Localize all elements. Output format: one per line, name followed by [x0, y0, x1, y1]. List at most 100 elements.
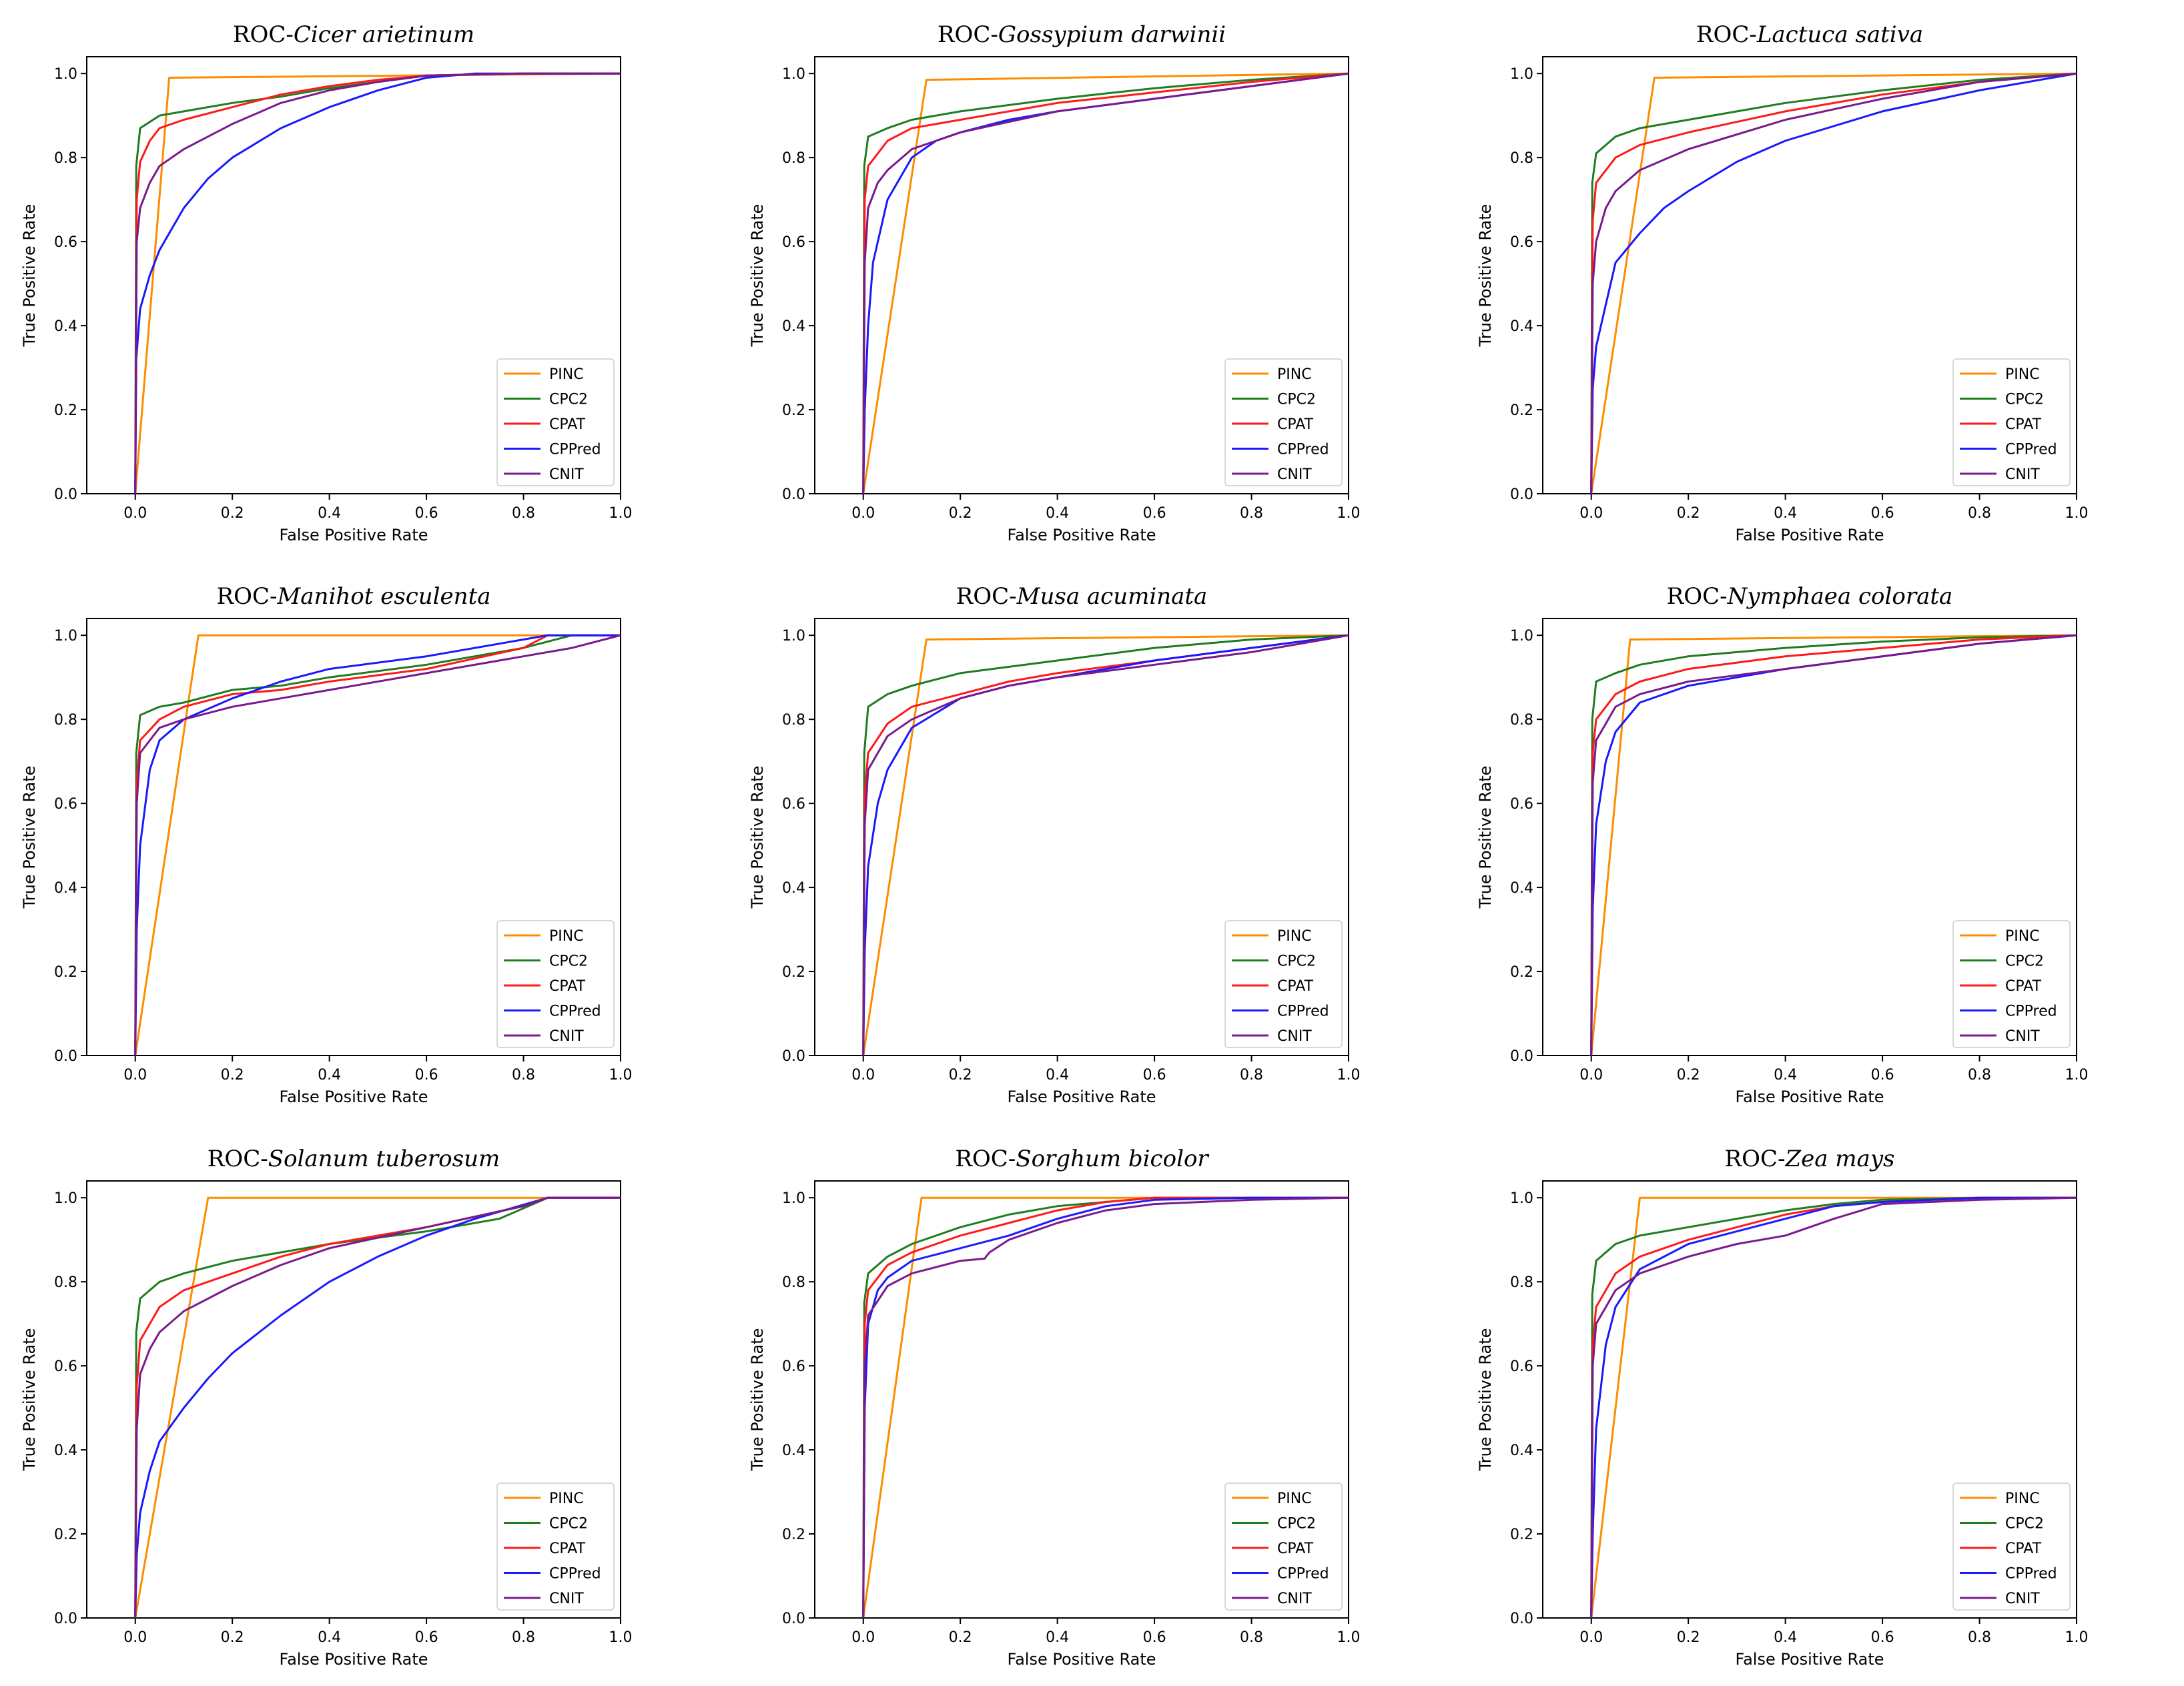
legend-label: CNIT [1277, 1028, 1312, 1045]
y-tick-label: 0.6 [54, 234, 77, 251]
legend-label: CPAT [549, 416, 586, 433]
x-tick-label: 1.0 [609, 505, 633, 522]
x-tick-label: 1.0 [1337, 1629, 1361, 1646]
roc-curve-cpc2 [134, 1196, 621, 1618]
legend-label: CPC2 [549, 953, 588, 970]
y-tick-label: 0.2 [1510, 1527, 1533, 1543]
roc-curve-cppred [862, 634, 1349, 1056]
y-tick-label: 0.0 [782, 1611, 805, 1627]
legend-box [1224, 920, 1343, 1048]
x-axis-label: False Positive Rate [279, 1088, 428, 1106]
x-tick-label: 0.4 [1774, 505, 1797, 522]
y-tick-label: 1.0 [782, 628, 805, 645]
roc-curve-cppred [134, 72, 621, 494]
roc-curve-cppred [134, 634, 621, 1056]
curves-group [1590, 634, 2077, 1056]
chart-title-species: Nymphaea colorata [1727, 583, 1953, 610]
x-tick-label: 0.6 [1143, 1067, 1166, 1084]
legend-label: PINC [2005, 928, 2040, 945]
x-tick-label: 0.6 [1143, 1629, 1166, 1646]
x-tick-label: 1.0 [2065, 1067, 2089, 1084]
plot-frame [814, 1180, 1349, 1619]
y-axis-label: True Positive Rate [1476, 204, 1495, 348]
legend-box [1224, 1483, 1343, 1611]
roc-curve-pinc [134, 1196, 621, 1618]
plot-frame [814, 618, 1349, 1056]
roc-panel-9: ROC-Zea mays 0.0 0.2 0.4 0.6 0.8 1.0 0.0 0.2 0.4 0… [1456, 1124, 2184, 1686]
legend-label: CPAT [2005, 978, 2042, 995]
roc-chart-svg: ROC-Sorghum bicolor 0.0 0.2 0.4 0.6 0.8 1.0 0.0… [748, 1146, 1361, 1669]
y-tick-label: 0.6 [54, 796, 77, 813]
y-tick-label: 1.0 [782, 1190, 805, 1207]
y-tick-label: 0.2 [782, 402, 805, 419]
x-tick-label: 0.2 [221, 505, 244, 522]
y-tick-label: 0.0 [54, 486, 77, 503]
y-tick-label: 0.8 [54, 1274, 77, 1291]
x-axis-label: False Positive Rate [1735, 1650, 1884, 1669]
roc-chart-svg: ROC-Cicer arietinum 0.0 0.2 0.4 0.6 0.8 1.0 0.0… [20, 21, 633, 544]
x-tick-label: 0.6 [415, 1629, 438, 1646]
plot-frame [1542, 56, 2077, 494]
legend-label: CPC2 [549, 392, 588, 408]
x-tick-label: 0.4 [1774, 1629, 1797, 1646]
x-axis-label: False Positive Rate [1007, 1650, 1156, 1669]
x-tick-label: 0.8 [1968, 1067, 1991, 1084]
x-tick-label: 0.2 [1677, 1629, 1700, 1646]
roc-panel-8: ROC-Sorghum bicolor 0.0 0.2 0.4 0.6 0.8 1.0 0.0… [728, 1124, 1456, 1686]
roc-panel-4: ROC-Manihot esculenta 0.0 0.2 0.4 0.6 0.8 1.0 0… [0, 562, 728, 1124]
roc-panel-3: ROC-Lactuca sativa 0.0 0.2 0.4 0.6 0.8 1.0 0.0 0… [1456, 0, 2184, 562]
x-tick-label: 0.0 [123, 1629, 147, 1646]
roc-curve-pinc [1590, 634, 2077, 1056]
legend-label: CPC2 [2005, 392, 2044, 408]
legend-label: CNIT [2005, 1028, 2040, 1045]
x-tick-label: 0.8 [1240, 1067, 1263, 1084]
legend-label: CPPred [2005, 1003, 2057, 1020]
y-tick-label: 0.6 [782, 796, 805, 813]
x-axis-label: False Positive Rate [1735, 1088, 1884, 1106]
y-tick-label: 0.6 [782, 1358, 805, 1375]
roc-curve-cpc2 [134, 634, 621, 1056]
roc-curve-cppred [1590, 72, 2077, 494]
legend-label: CNIT [549, 1591, 584, 1607]
legend-label: CPPred [2005, 442, 2057, 458]
roc-curve-cpc2 [1590, 72, 2077, 494]
legend-box [1952, 1483, 2071, 1611]
curves-group [862, 1196, 1349, 1618]
legend-label: PINC [549, 1491, 584, 1507]
chart-title: ROC-Cicer arietinum [233, 21, 474, 48]
x-tick-label: 1.0 [2065, 505, 2089, 522]
legend-label: PINC [1277, 366, 1312, 383]
roc-chart-svg: ROC-Musa acuminata 0.0 0.2 0.4 0.6 0.8 1.0 0.0 0… [748, 583, 1361, 1106]
curves-group [862, 72, 1349, 494]
x-axis-label: False Positive Rate [1007, 526, 1156, 544]
legend-label: CPAT [1277, 1541, 1314, 1557]
x-tick-label: 0.4 [318, 1067, 341, 1084]
chart-title-prefix: ROC- [1696, 21, 1757, 48]
x-tick-label: 0.6 [1143, 505, 1166, 522]
y-tick-label: 0.4 [1510, 318, 1533, 335]
y-tick-label: 0.8 [782, 1274, 805, 1291]
y-tick-label: 0.4 [782, 318, 805, 335]
legend-label: CNIT [1277, 466, 1312, 483]
x-tick-label: 0.2 [949, 1629, 972, 1646]
x-axis-label: False Positive Rate [1007, 1088, 1156, 1106]
y-tick-label: 0.4 [54, 1442, 77, 1459]
y-axis-label: True Positive Rate [748, 204, 767, 348]
y-tick-label: 0.0 [1510, 1048, 1533, 1065]
roc-chart-svg: ROC-Gossypium darwinii 0.0 0.2 0.4 0.6 0.8 1.0… [748, 21, 1361, 544]
x-tick-label: 0.4 [1046, 1629, 1069, 1646]
legend-label: CNIT [2005, 466, 2040, 483]
y-tick-label: 0.6 [782, 234, 805, 251]
chart-title-prefix: ROC- [956, 583, 1017, 610]
y-tick-label: 0.0 [1510, 1611, 1533, 1627]
chart-title-prefix: ROC- [1725, 1146, 1786, 1172]
x-tick-label: 1.0 [1337, 1067, 1361, 1084]
chart-title-prefix: ROC- [216, 583, 277, 610]
roc-chart-svg: ROC-Nymphaea colorata 0.0 0.2 0.4 0.6 0.8 1.0 0… [1476, 583, 2089, 1106]
y-tick-label: 0.4 [782, 1442, 805, 1459]
x-axis-label: False Positive Rate [1735, 526, 1884, 544]
roc-curve-pinc [134, 634, 621, 1056]
y-tick-label: 1.0 [782, 66, 805, 83]
roc-panel-1: ROC-Cicer arietinum 0.0 0.2 0.4 0.6 0.8 1.0 0.0… [0, 0, 728, 562]
y-tick-label: 0.2 [54, 402, 77, 419]
